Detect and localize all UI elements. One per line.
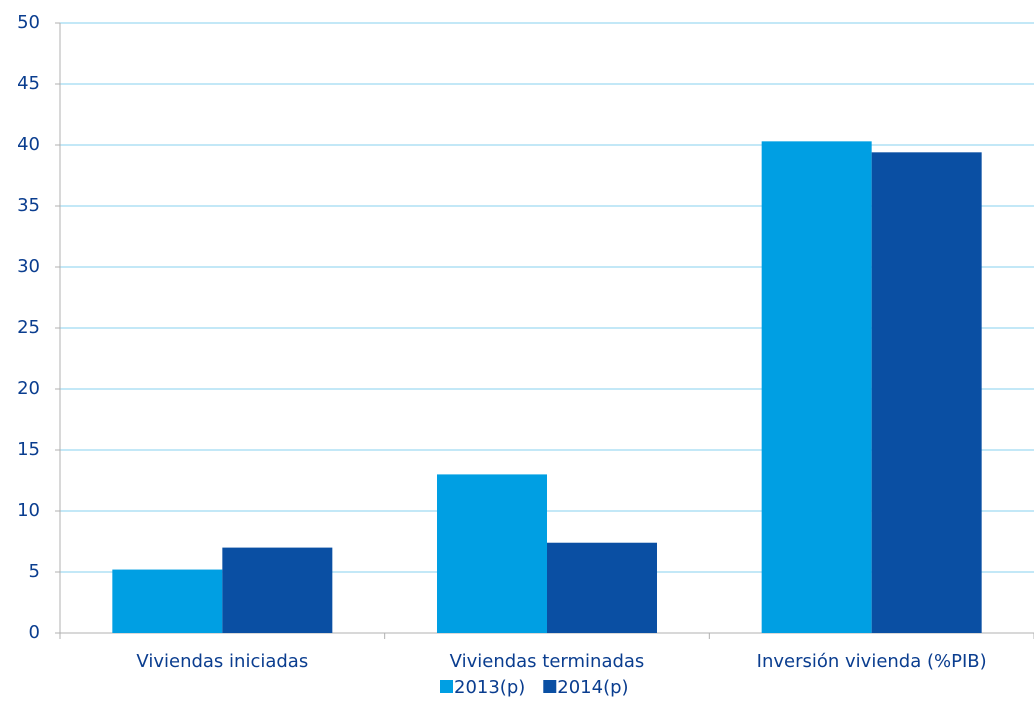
y-tick-label: 45 [17,73,40,94]
legend-label: 2013(p) [454,677,525,698]
legend-swatch [543,680,557,693]
y-tick-label: 10 [17,500,40,521]
y-tick-label: 50 [17,12,40,33]
bar [437,474,547,633]
legend-label: 2014(p) [557,677,628,698]
bar [547,542,657,633]
y-tick-label: 35 [17,195,40,216]
legend-swatch [440,680,453,693]
bar [761,141,872,633]
x-tick-label: Viviendas terminadas [450,651,645,672]
y-tick-label: 25 [17,317,40,338]
bar [112,569,223,633]
x-tick-label: Viviendas iniciadas [136,651,308,672]
bar [222,547,333,633]
bar [871,152,982,633]
y-tick-label: 20 [17,378,40,399]
y-tick-label: 40 [17,134,40,155]
y-tick-label: 30 [17,256,40,277]
y-tick-label: 15 [17,439,40,460]
y-tick-label: 5 [29,561,40,582]
x-tick-label: Inversión vivienda (%PIB) [757,651,987,672]
y-tick-label: 0 [29,622,40,643]
